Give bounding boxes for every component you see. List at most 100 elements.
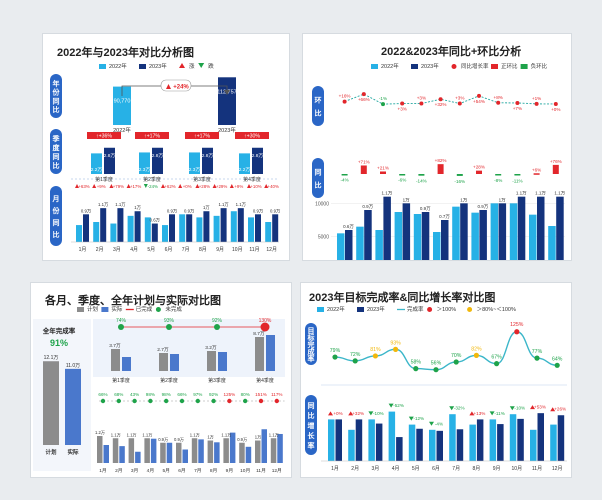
bar-2023: [364, 210, 372, 260]
row-growth-tile: [305, 395, 317, 455]
month-rate: 66%: [177, 392, 186, 397]
month-bar-plan: [144, 438, 150, 463]
mom-bar: [476, 170, 482, 174]
bar-2023: [497, 424, 504, 461]
bar-2022: [413, 214, 422, 260]
growth-arrow: [429, 421, 434, 426]
row-growth-char: 长: [308, 431, 316, 440]
month-bar-plan: [128, 438, 135, 463]
legend-label: ＞100%: [437, 307, 457, 313]
yoy-point: [477, 93, 481, 98]
bar-value-2023: 1万: [499, 197, 507, 203]
month-bar-plan: [239, 442, 245, 463]
quarter-bar-2023: [152, 147, 163, 174]
bar-2023: [383, 196, 391, 260]
month-change: +10%: [250, 184, 261, 189]
month-rate: 117%: [271, 392, 282, 397]
month-arrow: [264, 184, 269, 188]
rate-point: [372, 353, 378, 359]
row-mom-tile: [312, 86, 324, 126]
mom-label: +71%: [358, 159, 370, 164]
bar-2022: [471, 212, 479, 260]
mom-label: +21%: [377, 165, 389, 170]
quarter-value-2022: 2.3万: [139, 167, 151, 173]
quarter-label: 第1季度: [112, 377, 130, 384]
row-growth-char: 同: [308, 402, 315, 410]
legend-label: 跌: [208, 62, 214, 70]
yoy-label: +54%: [473, 99, 485, 104]
month-bar-actual: [103, 445, 109, 463]
month-bar-2023: [220, 208, 227, 242]
legend-swatch: [427, 307, 433, 312]
month-rate: 98%: [162, 392, 171, 397]
month-bar-2022: [110, 223, 117, 242]
growth-label: +53%: [534, 405, 546, 410]
panel-year-compare: 2022年与2023年对比分析图 2022年 2023年涨跌年份同比季度同比月份同…: [42, 33, 290, 261]
year-cat: 计划: [45, 448, 57, 456]
yoy-point: [361, 92, 366, 97]
growth-arrow: [388, 403, 394, 408]
mom-label: -11%: [512, 178, 522, 183]
bar-2022: [469, 424, 476, 461]
month-rate-point: [164, 398, 169, 404]
bar-value-2023: 0.9万: [478, 204, 489, 210]
month-label: 5月: [412, 466, 420, 472]
legend-label: 2023年: [367, 305, 385, 313]
month-rate: 66%: [98, 392, 107, 397]
mom-label: +6%: [532, 167, 541, 172]
legend-label: 同比增长率: [461, 62, 489, 70]
mom-label: -6%: [398, 178, 406, 183]
quarter-bar-actual: [218, 352, 227, 371]
legend-swatch: [467, 307, 473, 312]
month-bar-2022: [265, 222, 272, 242]
month-arrow: [229, 184, 234, 188]
year-label: 2022年: [113, 126, 131, 134]
month-bar-actual: [135, 451, 141, 463]
month-rate-point: [100, 398, 106, 404]
quarter-bar-2022: [91, 153, 102, 174]
bar-2022: [394, 212, 403, 260]
month-label: 9月: [493, 466, 501, 472]
legend-swatch: [451, 64, 457, 69]
row-growth-char: 率: [308, 441, 315, 450]
month-bar-2022: [162, 225, 168, 242]
chart-target-growth: 2022年 2023年 完成率 ＞100% ＞80%~＜100%目标完成率同比增长率79…: [305, 305, 567, 472]
growth-label: +32%: [352, 411, 364, 416]
row-quarter-char: 同: [53, 153, 60, 161]
month-change: +9%: [97, 184, 106, 189]
legend-label: 2022年: [109, 62, 127, 70]
rate-label: 58%: [411, 360, 422, 366]
bar-2022: [490, 203, 499, 260]
month-arrow: [126, 184, 131, 188]
month-rate: 80%: [241, 392, 250, 397]
quarter-bar-plan: [207, 351, 216, 371]
legend-swatch: [179, 63, 185, 68]
month-bar-2022: [179, 214, 186, 242]
quarter-rate-point: [166, 324, 172, 330]
month-bar-2023: [151, 223, 158, 242]
month-bar-plan: [97, 436, 103, 463]
month-rate-point: [258, 398, 264, 404]
month-bar-actual: [198, 439, 204, 463]
month-value-2023: 0.9万: [253, 208, 264, 214]
month-bar-2022: [144, 217, 151, 242]
year-change: +24%: [173, 85, 189, 91]
yoy-label: +3%: [417, 96, 426, 101]
quarter-bar-actual: [170, 354, 179, 371]
row-target-tile: [305, 323, 317, 365]
month-bar-2023: [203, 211, 210, 242]
quarter-change: ↑+36%: [96, 134, 112, 140]
month-label: 12月: [266, 247, 277, 253]
month-bar-actual: [229, 432, 236, 463]
yoy-point: [553, 102, 558, 106]
year-bar: [113, 86, 131, 125]
quarter-change: ↑+17%: [144, 134, 160, 140]
mom-bar: [533, 173, 540, 175]
row-month-char: 比: [53, 230, 60, 239]
month-label: 8月: [199, 247, 207, 253]
bar-2022: [337, 233, 345, 260]
legend-swatch: [357, 307, 364, 312]
y-tick: 5000: [318, 235, 329, 241]
mom-bar: [418, 174, 425, 176]
row-yoy-char: 比: [315, 181, 322, 190]
